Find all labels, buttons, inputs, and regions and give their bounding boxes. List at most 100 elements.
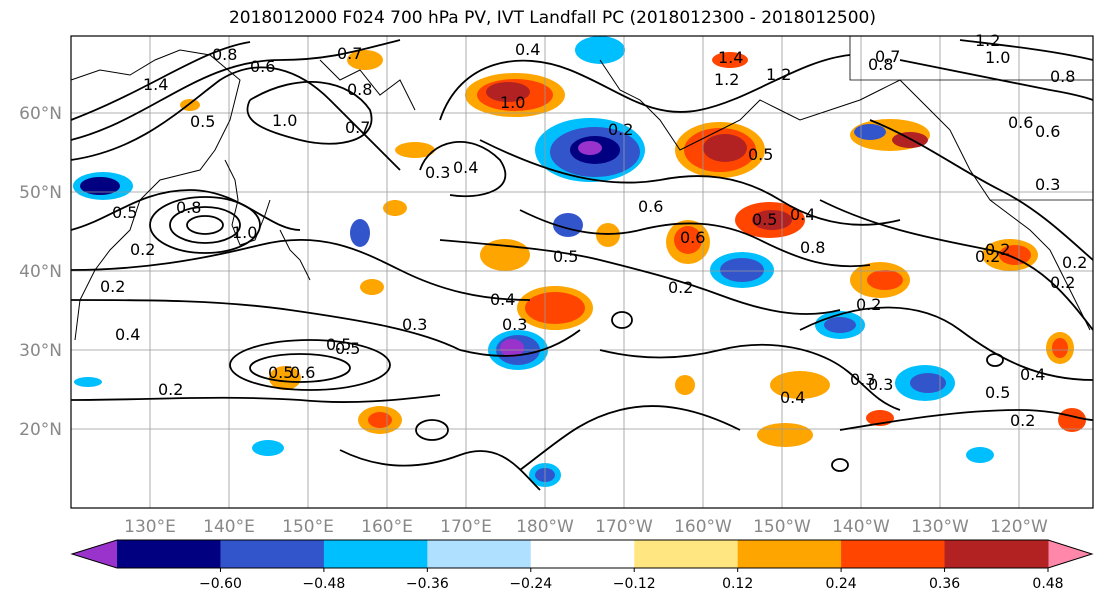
contour-label: 0.3 [1035,175,1060,194]
colorbar-segment [427,540,532,568]
contour-label: 0.8 [868,55,893,74]
contour-label: 0.4 [790,205,815,224]
colorbar-segment [737,540,842,568]
contour-label: 0.4 [453,158,478,177]
lat-label: 30°N [19,341,62,361]
contour-label: 0.5 [985,383,1010,402]
contour-label: 0.5 [748,145,773,164]
contour-label: 1.0 [232,223,257,242]
contour-label: 0.5 [553,247,578,266]
contours [70,39,1094,491]
colorbar-tick-label: 0.48 [1032,576,1063,592]
colorbar-tick-label: −0.24 [509,576,552,592]
shade-blob [269,366,301,390]
colorbar-tick-label: −0.36 [406,576,449,592]
contour-label: 0.8 [212,45,237,64]
shade-blob [910,373,946,393]
contour-label: 1.0 [500,93,525,112]
colorbar-tick-label: 0.36 [929,576,960,592]
colorbar-segment [220,540,325,568]
lon-label: 170°E [440,517,492,537]
contour-label: 0.2 [985,240,1010,259]
contour-label: 0.5 [326,335,351,354]
shade-blob [383,200,407,216]
colorbar-upper-extension [1048,540,1092,568]
lon-label: 140°E [203,517,255,537]
longitude-labels: 130°E 140°E 150°E 160°E 170°E 180°W 170°… [124,517,1048,537]
contour-label: 0.2 [130,240,155,259]
contour-label: 0.5 [112,203,137,222]
contour-label: 0.4 [1020,365,1045,384]
shade-blob [966,447,994,463]
shade-blob [854,124,886,140]
shade-blob [703,134,747,162]
shade-blob [720,258,764,282]
lon-label: 180°W [516,517,574,537]
contour-label: 0.3 [502,315,527,334]
coastlines [70,36,1093,341]
colorbar-tick-label: 0.24 [826,576,857,592]
gridlines [71,36,1093,508]
colorbar-segment [841,540,946,568]
shade-blob [596,223,620,247]
contour-label: 0.6 [250,57,275,76]
shade-blob [74,377,102,387]
lon-label: 120°W [990,517,1048,537]
contour-label: 0.5 [190,112,215,131]
shade-blob [578,141,602,155]
contour-label: 0.4 [115,325,140,344]
lon-label: 150°W [753,517,811,537]
contour-label: 1.0 [272,111,297,130]
colorbar-segment [634,540,739,568]
contour-label: 0.7 [345,118,370,137]
contour-label: 0.8 [1050,67,1075,86]
colorbar-segment [944,540,1049,568]
lon-label: 130°E [124,517,176,537]
lon-label: 160°W [674,517,732,537]
lat-label: 20°N [19,420,62,440]
contour-label: 0.6 [290,363,315,382]
lon-label: 130°W [911,517,969,537]
shade-blob [525,292,585,324]
contour-label: 0.2 [158,380,183,399]
shade-blob [500,339,524,357]
contour-label: 0.2 [1010,411,1035,430]
shade-blob [770,371,830,399]
contour-label: 0.3 [868,375,893,394]
lat-label: 40°N [19,262,62,282]
contour-label: 0.6 [1008,113,1033,132]
shade-blob [1052,338,1068,358]
shade-blob [575,36,625,64]
contour-label: 0.3 [850,370,875,389]
shade-blob [1058,408,1086,432]
contour-label: 1.4 [718,48,743,67]
contour-labels: 0.7 0.4 1.4 1.2 0.7 1.2 1.0 0.8 1.4 0.8 … [100,31,1087,430]
contour-label: 0.2 [975,247,1000,266]
shade-blob [350,219,370,247]
contour-label: 0.5 [335,339,360,358]
shade-blob [675,375,695,395]
contour-label: 0.6 [680,228,705,247]
lon-label: 170°W [595,517,653,537]
contour-label: 1.2 [714,70,739,89]
contour-label: 0.4 [780,388,805,407]
shade-blob [252,440,284,456]
colorbar-tick-label: −0.48 [302,576,345,592]
shade-blob [395,142,435,158]
shade-blob [80,177,120,195]
colorbar-tick-label: 0.12 [722,576,753,592]
shade-blob [999,245,1031,265]
contour-label: 0.2 [668,278,693,297]
contour-label: 0.2 [608,120,633,139]
shade-blob [712,52,748,68]
contour-label: 0.6 [1035,122,1060,141]
shade-blob [824,317,856,333]
colorbar-outline [70,539,1094,569]
shade-blob [368,412,392,428]
contour-label: 0.2 [1062,253,1087,272]
lon-label: 160°E [361,517,413,537]
lat-label: 60°N [19,104,62,124]
shade-blob [486,82,530,102]
shade-blob [347,50,383,70]
